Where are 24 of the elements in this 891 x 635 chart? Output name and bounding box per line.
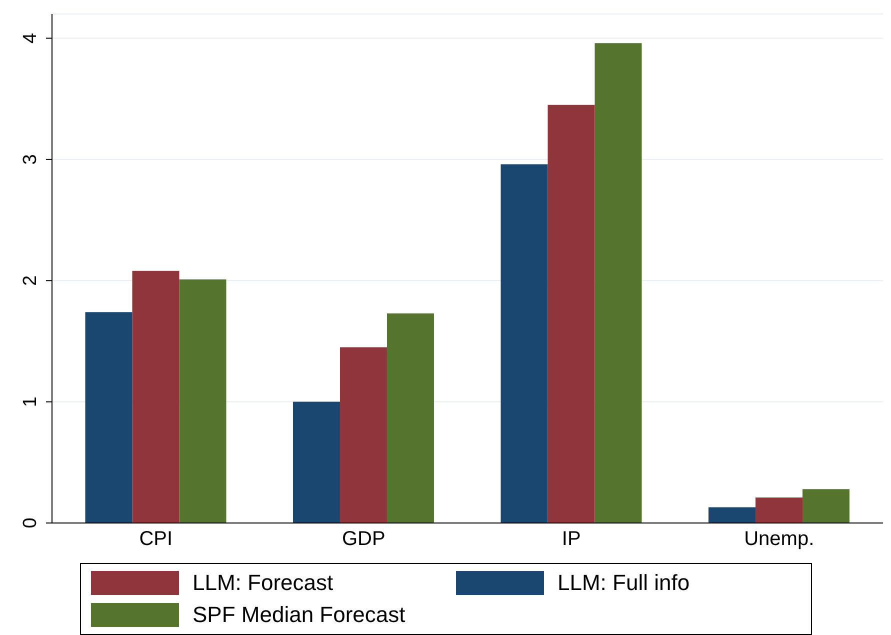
legend-label: LLM: Forecast bbox=[192, 570, 334, 596]
bar bbox=[755, 498, 802, 523]
x-tick-label: Unemp. bbox=[744, 528, 814, 550]
y-tick-label: 3 bbox=[20, 154, 41, 165]
bar bbox=[386, 313, 434, 523]
legend-label: LLM: Full info bbox=[558, 570, 690, 596]
bar bbox=[708, 507, 756, 523]
y-tick-label: 1 bbox=[20, 396, 41, 408]
bar bbox=[594, 43, 642, 523]
legend-label: SPF Median Forecast bbox=[192, 602, 406, 628]
bar bbox=[292, 402, 340, 523]
bar bbox=[500, 164, 548, 523]
x-tick-label: GDP bbox=[342, 528, 386, 550]
bar bbox=[802, 489, 850, 523]
y-tick-label: 2 bbox=[20, 275, 41, 286]
y-tick-label: 0 bbox=[20, 518, 41, 528]
x-tick-label: IP bbox=[562, 528, 581, 550]
y-tick-label: 4 bbox=[20, 32, 41, 44]
bar bbox=[85, 312, 132, 523]
bar bbox=[179, 279, 226, 523]
bar bbox=[132, 270, 180, 523]
bar bbox=[340, 347, 387, 523]
bar bbox=[548, 104, 595, 523]
x-tick-label: CPI bbox=[139, 528, 173, 550]
